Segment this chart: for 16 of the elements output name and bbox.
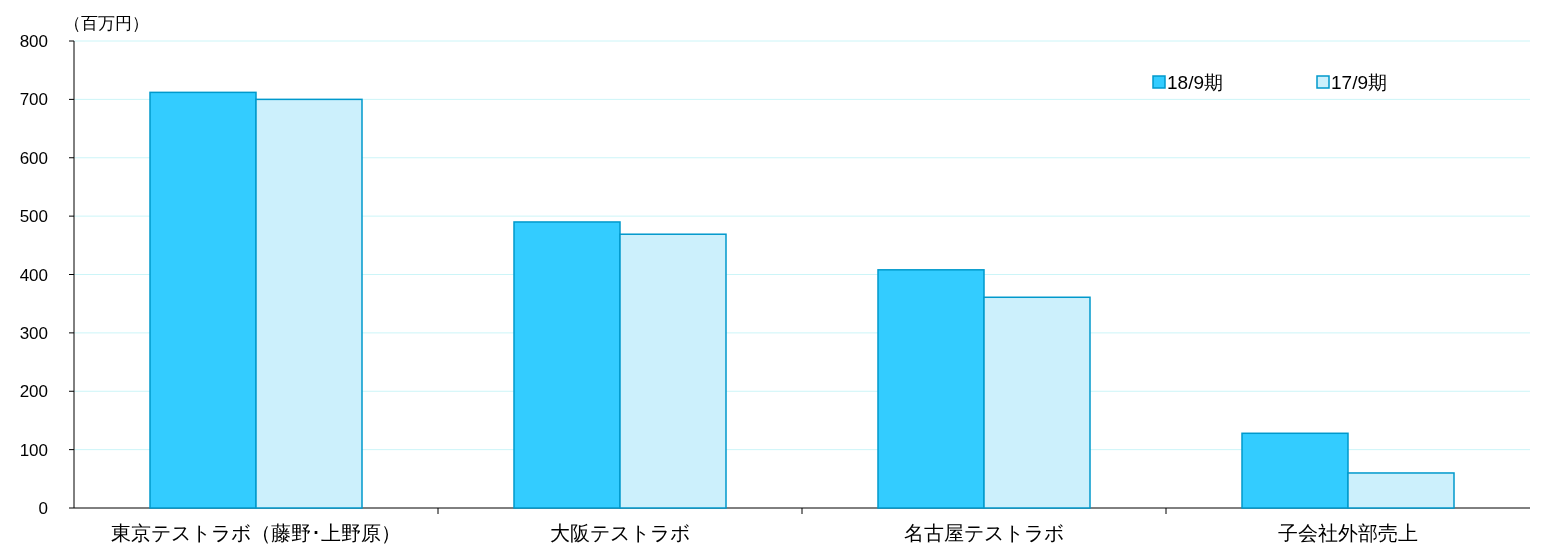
y-tick-label: 200 xyxy=(19,382,48,402)
x-tick-label: 大阪テストラボ xyxy=(550,522,690,544)
x-tick-label: 名古屋テストラボ xyxy=(904,522,1064,544)
y-tick-label: 600 xyxy=(19,148,48,168)
y-tick-label: 700 xyxy=(19,90,48,110)
x-tick-label: 東京テストラボ（藤野･上野原） xyxy=(111,522,401,544)
y-tick-label: 400 xyxy=(19,265,48,285)
y-tick-label: 300 xyxy=(19,323,48,343)
y-tick-label: 100 xyxy=(19,440,48,460)
y-tick-label: 500 xyxy=(19,207,48,227)
legend-label: 17/9期 xyxy=(1331,72,1387,93)
legend-label: 18/9期 xyxy=(1167,72,1223,93)
y-axis-title: （百万円） xyxy=(64,14,149,33)
y-tick-label: 0 xyxy=(38,499,48,518)
y-tick-label: 800 xyxy=(19,32,48,51)
x-tick-label: 子会社外部売上 xyxy=(1278,522,1418,544)
